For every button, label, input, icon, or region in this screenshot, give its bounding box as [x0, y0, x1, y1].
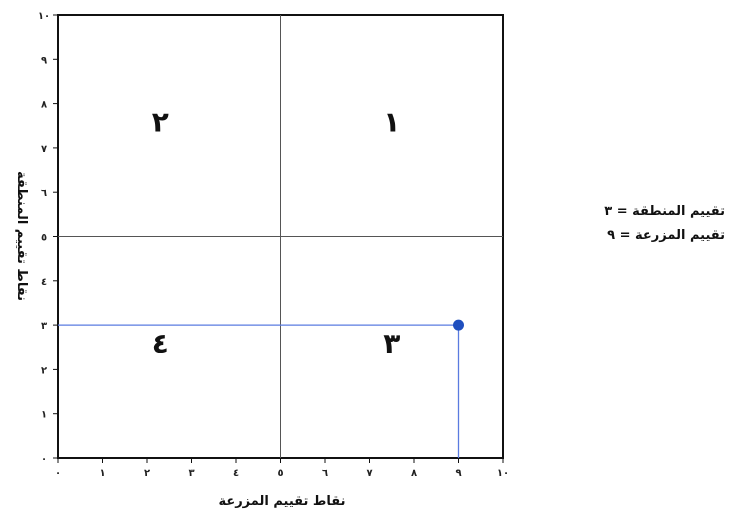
y-tick-label: ٦: [41, 188, 47, 199]
x-tick-label: ٤: [233, 468, 239, 479]
y-tick-label: ٤: [41, 277, 47, 288]
x-tick-label: ١: [99, 468, 105, 479]
data-point: [453, 319, 464, 331]
quadrant-label: ٣: [383, 327, 400, 360]
x-tick-label: ٧: [366, 468, 372, 479]
quadrant-label: ٤: [152, 327, 169, 360]
y-tick-label: ٥: [41, 233, 47, 244]
x-tick-label: ٨: [411, 468, 417, 479]
y-axis-title: نقاط تقييم المنطقة: [14, 171, 29, 301]
quadrant-label: ٢: [152, 105, 169, 138]
y-tick-label: ٣: [41, 321, 47, 332]
y-tick-label: ١٠: [38, 11, 50, 22]
x-tick-label: ١٠: [497, 468, 509, 479]
quadrant-label: ١: [383, 105, 400, 138]
y-tick-label: ٨: [41, 100, 47, 111]
x-tick-label: ٢: [144, 468, 150, 479]
annotation-region-score: تقييم المنطقة = ٣: [604, 204, 725, 219]
x-tick-label: ٣: [188, 468, 194, 479]
x-tick-label: ٩: [455, 468, 461, 479]
annotation-farm-score: تقييم المزرعة = ٩: [607, 228, 725, 243]
y-tick-label: ٠: [41, 454, 47, 465]
y-tick-label: ٢: [41, 365, 47, 376]
x-axis-title: نقاط تقييم المزرعة: [218, 494, 345, 509]
y-tick-label: ٧: [41, 144, 47, 155]
x-tick-label: ٦: [322, 468, 328, 479]
y-tick-label: ١: [41, 410, 47, 421]
y-tick-label: ٩: [41, 55, 47, 66]
x-tick-label: ٥: [277, 468, 283, 479]
x-tick-label: ٠: [55, 468, 61, 479]
